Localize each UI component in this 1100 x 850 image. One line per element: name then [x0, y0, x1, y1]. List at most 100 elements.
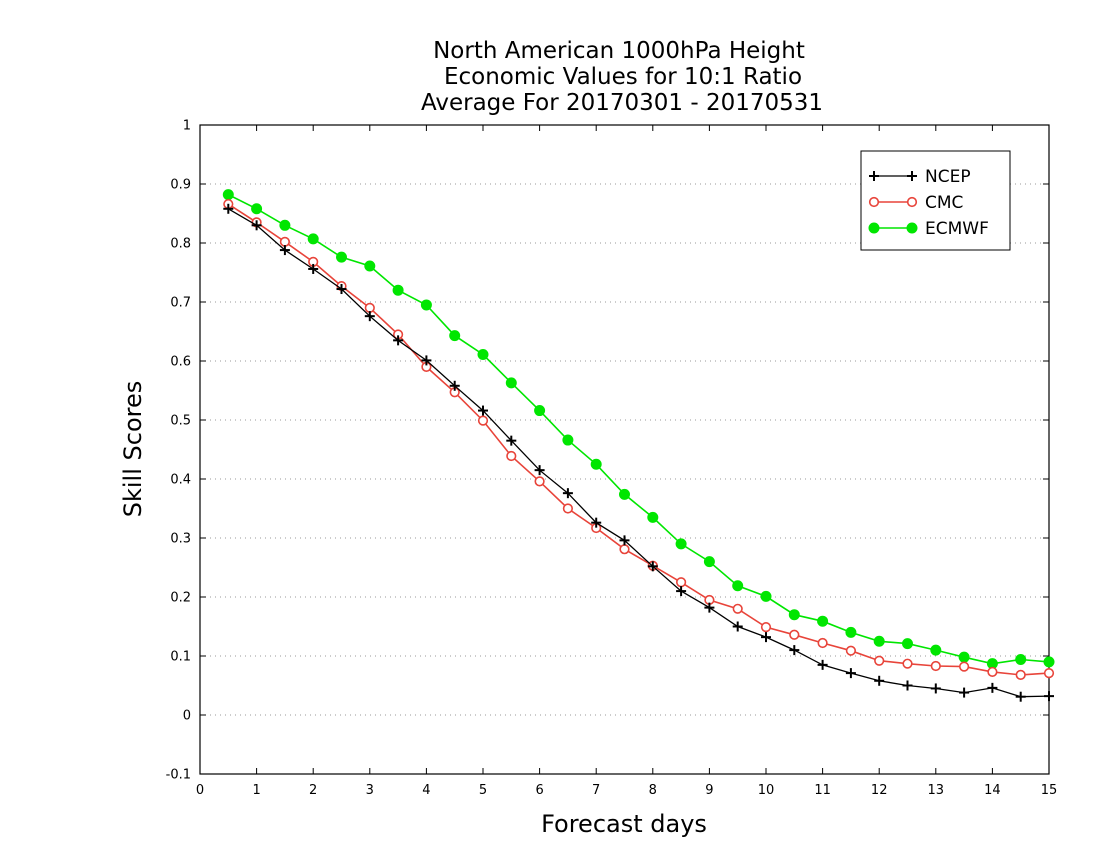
data-point-ncep [1044, 691, 1054, 702]
y-tick-label: 0.8 [170, 237, 191, 252]
data-point-ncep [279, 245, 290, 256]
data-point-ncep [704, 602, 715, 613]
data-point-cmc [506, 450, 517, 462]
x-tick-label: 5 [479, 783, 487, 798]
legend-item-ecmwf: ECMWF [868, 219, 989, 239]
data-point-ecmwf [279, 219, 291, 231]
legend-label-cmc: CMC [925, 193, 963, 213]
data-point-cmc [364, 302, 375, 314]
data-point-ecmwf [675, 538, 687, 550]
data-point-ncep [364, 311, 375, 322]
data-point-ecmwf [732, 580, 744, 592]
data-point-ecmwf [251, 203, 263, 215]
data-point-ncep [874, 675, 885, 686]
legend-marker-start [869, 171, 879, 181]
x-axis-label: Forecast days [541, 810, 707, 838]
legend: NCEP CMC ECMWF [860, 150, 1011, 251]
y-tick-label: 0.7 [170, 296, 191, 311]
data-point-ecmwf [902, 638, 913, 650]
series-ecmwf [222, 189, 1055, 670]
data-point-ncep [959, 687, 970, 698]
legend-marker-end [906, 222, 918, 234]
data-point-ncep [308, 263, 319, 274]
data-point-ncep [761, 632, 771, 643]
chart-title-line-1: North American 1000hPa Height [433, 38, 805, 64]
series-ncep [223, 203, 1054, 702]
data-point-ncep [336, 284, 347, 295]
legend-box [860, 150, 1011, 251]
data-point-ncep [845, 668, 856, 679]
data-point-ecmwf [1043, 656, 1055, 668]
data-point-ncep [1015, 691, 1026, 702]
series-line-cmc [227, 203, 1050, 676]
data-point-ecmwf [619, 488, 630, 500]
data-point-ncep [478, 405, 488, 416]
data-point-ecmwf [760, 590, 772, 602]
axis-ticks [199, 124, 1050, 775]
x-tick-label: 1 [252, 783, 260, 798]
data-point-ecmwf [420, 299, 432, 311]
data-point-ncep [534, 465, 545, 476]
data-point-ncep [591, 517, 602, 528]
data-point-ncep [789, 645, 800, 656]
x-tick-label: 10 [758, 783, 775, 798]
series-line-ecmwf [227, 193, 1050, 665]
data-point-ecmwf [703, 556, 715, 568]
data-point-ecmwf [222, 189, 234, 201]
data-point-ncep [987, 682, 998, 693]
data-point-ecmwf [307, 233, 319, 245]
data-point-ncep [251, 220, 262, 231]
data-point-ecmwf [930, 644, 942, 656]
data-point-ecmwf [958, 651, 970, 663]
x-tick-label: 12 [871, 783, 888, 798]
series-cmc [223, 198, 1055, 680]
data-point-ncep [930, 683, 941, 694]
chart-title: North American 1000hPa Height Economic V… [421, 38, 823, 116]
x-tick-label: 15 [1041, 783, 1058, 798]
data-point-ecmwf [845, 626, 857, 638]
legend-marker-end [906, 196, 918, 208]
x-tick-label: 11 [814, 783, 831, 798]
y-tick-label: 0.4 [170, 473, 191, 488]
data-point-ecmwf [534, 405, 546, 417]
data-point-ecmwf [788, 609, 800, 621]
data-point-ncep [393, 335, 404, 346]
data-point-ecmwf [449, 330, 461, 342]
data-point-ncep [817, 659, 828, 670]
series-line-ncep [227, 208, 1050, 698]
legend-marker-end [907, 171, 917, 181]
data-point-ecmwf [873, 635, 885, 647]
data-point-cmc [874, 655, 885, 666]
x-tick-label: 9 [705, 783, 713, 798]
data-point-ecmwf [477, 349, 489, 361]
data-point-cmc [902, 658, 913, 669]
data-point-cmc [534, 476, 545, 487]
data-point-cmc [987, 666, 998, 678]
data-point-cmc [477, 415, 489, 426]
plot-area-frame [199, 124, 1050, 775]
x-tick-label: 7 [592, 783, 600, 798]
data-point-ncep [223, 203, 234, 214]
data-point-ecmwf [336, 251, 347, 263]
data-point-cmc [675, 577, 687, 588]
legend-item-ncep: NCEP [869, 167, 971, 187]
x-tick-label: 6 [535, 783, 543, 798]
data-point-ncep [647, 561, 658, 572]
y-tick-label: 0.2 [170, 591, 191, 606]
data-point-ncep [902, 680, 913, 691]
y-tick-label: 0.9 [170, 178, 191, 193]
data-point-ncep [562, 488, 573, 499]
data-point-ecmwf [392, 284, 404, 296]
data-point-cmc [562, 503, 574, 514]
data-point-ecmwf [647, 511, 659, 523]
y-tick-label: -0.1 [166, 768, 191, 783]
data-point-cmc [619, 544, 630, 555]
gridlines [200, 183, 1049, 716]
legend-label-ncep: NCEP [925, 167, 971, 187]
legend-label-ecmwf: ECMWF [925, 219, 989, 239]
y-tick-label: 0 [183, 709, 191, 724]
data-point-ecmwf [1015, 654, 1027, 666]
legend-marker-start [868, 196, 880, 208]
y-tick-label: 1 [183, 119, 191, 134]
